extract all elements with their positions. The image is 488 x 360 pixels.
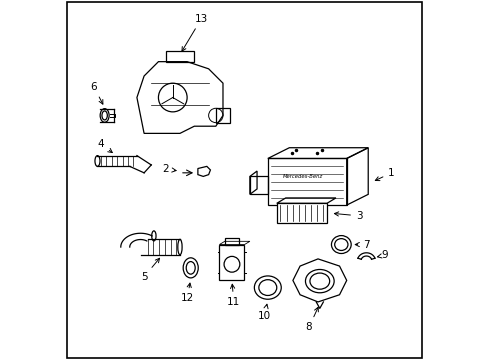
Text: 4: 4: [98, 139, 112, 153]
Text: 8: 8: [305, 307, 318, 332]
Text: 10: 10: [257, 304, 270, 321]
Text: Mercedes-Benz: Mercedes-Benz: [283, 174, 323, 179]
Text: 13: 13: [182, 14, 208, 51]
Text: 2: 2: [162, 164, 176, 174]
Text: 9: 9: [377, 250, 387, 260]
Bar: [276, 203, 326, 223]
Text: 7: 7: [354, 239, 369, 249]
Text: 12: 12: [180, 283, 193, 303]
Text: 11: 11: [226, 284, 240, 307]
Text: 3: 3: [334, 211, 362, 221]
Bar: [224, 238, 239, 244]
Text: 1: 1: [374, 168, 394, 181]
Text: 6: 6: [90, 82, 102, 104]
Text: 5: 5: [141, 258, 159, 282]
Bar: [219, 244, 244, 280]
